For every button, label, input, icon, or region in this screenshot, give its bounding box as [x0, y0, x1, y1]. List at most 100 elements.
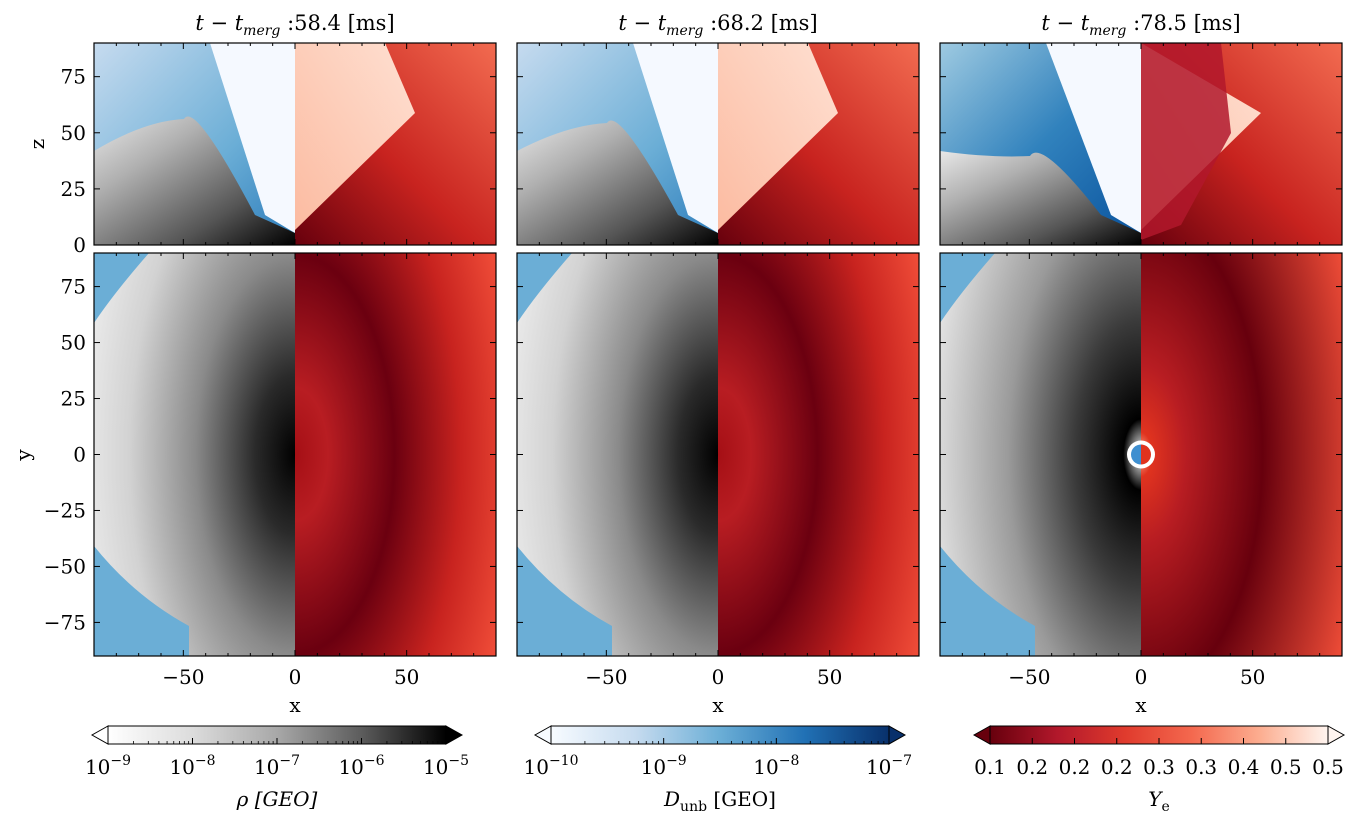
colorbar-extend-low: [533, 725, 552, 745]
colorbar-tick-label: 10−8: [169, 753, 215, 779]
tick-base: 10: [423, 755, 448, 779]
panel-title: t − tmerg :78.5 [ms]: [1041, 11, 1240, 39]
colorbar-body: [550, 725, 890, 745]
colorbar-label: ρ [GEO]: [236, 787, 318, 811]
x-axis-label: x: [712, 693, 724, 717]
colorbar-layer: 10−9 10−8 10−7 10−6 10−5ρ [GEO]10−10 10−9 10−8…: [85, 725, 1346, 815]
panel-column-3: [939, 42, 1343, 657]
remnant-unbound: [1131, 444, 1141, 465]
tick-base: 10: [85, 755, 110, 779]
colorbar-label: Dunb [GEO]: [663, 787, 776, 815]
x-axis-label: x: [289, 693, 301, 717]
ye-turbulent-xz: [1141, 43, 1231, 240]
tick-exp: −5: [448, 753, 469, 769]
title-rest: :58.4 [ms]: [280, 11, 394, 35]
unbound-corner-top: [940, 253, 995, 323]
xy-panel-1: [93, 252, 497, 657]
tick-base: 10: [169, 755, 194, 779]
tick-base: 10: [338, 755, 363, 779]
remnant-ye: [1141, 444, 1151, 465]
z-tick-label: 25: [61, 177, 86, 201]
xy-panel-2: [516, 252, 920, 657]
colorbar-extend-low: [90, 725, 109, 745]
tick-exp: −7: [891, 753, 912, 769]
y-tick-label: 25: [61, 387, 86, 411]
tick-base: 10: [866, 755, 891, 779]
colorbar-tick-label: 0.3: [1185, 755, 1217, 779]
ye-xy: [295, 253, 496, 656]
title-sub: merg: [1089, 23, 1126, 39]
label-main: Y: [1148, 787, 1163, 811]
title-main: t − t: [618, 11, 666, 35]
tick-exp: −8: [779, 753, 800, 769]
tick-base: 10: [524, 755, 549, 779]
y-tick-label: 75: [61, 275, 86, 299]
tick-exp: −10: [549, 753, 579, 769]
z-tick-label: 50: [61, 121, 86, 145]
colorbar-1: 10−9 10−8 10−7 10−6 10−5ρ [GEO]: [85, 725, 469, 811]
panel-column-1: [93, 42, 497, 657]
title-rest: :78.5 [ms]: [1126, 11, 1240, 35]
x-tick-label: 0: [289, 665, 302, 689]
xz-panel-2: [516, 42, 920, 246]
colorbar-tick-label: 10−5: [423, 753, 469, 779]
colorbar-tick-label: 0.2: [1101, 755, 1133, 779]
tick-exp: −7: [279, 753, 300, 769]
unbound-corner-bottom: [517, 546, 612, 656]
colorbar-extend-high: [888, 725, 907, 745]
x-tick-label: −50: [585, 665, 627, 689]
tick-exp: −9: [110, 753, 131, 769]
colorbar-tick-label: 0.2: [1059, 755, 1091, 779]
title-rest: :68.2 [ms]: [703, 11, 817, 35]
panel-title: t − tmerg :58.4 [ms]: [195, 11, 394, 39]
x-tick-label: −50: [1008, 665, 1050, 689]
y-tick-label: −75: [44, 610, 86, 634]
title-sub: merg: [243, 23, 280, 39]
ye-funnel-xz: [295, 43, 415, 230]
tick-base: 10: [254, 755, 279, 779]
polar-funnel-xz: [633, 43, 718, 233]
x-tick-label: 0: [712, 665, 725, 689]
z-axis-label: z: [25, 139, 49, 150]
colorbar-tick-label: 0.5: [1312, 755, 1344, 779]
unbound-corner-top: [517, 253, 572, 323]
label-rest: [GEO]: [707, 787, 776, 811]
xz-panel-1: [93, 42, 497, 246]
polar-funnel-xz: [210, 43, 295, 233]
unbound-corner-bottom: [94, 546, 189, 656]
colorbar-extend-high: [445, 725, 464, 745]
panels-layer: [93, 42, 1343, 657]
ye-xy: [1141, 253, 1342, 656]
colorbar-tick-label: 0.5: [1270, 755, 1302, 779]
colorbar-tick-label: 0.1: [974, 755, 1006, 779]
colorbar-extend-high: [1327, 725, 1346, 745]
colorbar-tick-label: 0.3: [1143, 755, 1175, 779]
title-main: t − t: [195, 11, 243, 35]
label-main: ρ [GEO]: [236, 787, 318, 811]
tick-base: 10: [753, 755, 778, 779]
y-tick-label: 0: [73, 443, 86, 467]
xy-panel-3: [939, 252, 1343, 657]
density-torus-xz: [940, 151, 1141, 245]
colorbar-tick-label: 10−10: [524, 753, 579, 779]
ticks: [940, 43, 1342, 656]
panel-title: t − tmerg :68.2 [ms]: [618, 11, 817, 39]
ticks: [517, 43, 919, 656]
x-tick-label: 50: [1240, 665, 1265, 689]
xz-panel-3: [939, 42, 1343, 246]
colorbar-tick-label: 10−7: [866, 753, 912, 779]
x-axis-label: x: [1135, 693, 1147, 717]
x-tick-label: 0: [1135, 665, 1148, 689]
title-sub: merg: [666, 23, 703, 39]
y-tick-label: −50: [44, 554, 86, 578]
label-main: D: [663, 787, 680, 811]
y-tick-label: −25: [44, 498, 86, 522]
density-torus-xz: [517, 120, 718, 245]
colorbar-tick-label: 0.4: [1228, 755, 1260, 779]
colorbar-tick-label: 10−9: [641, 753, 687, 779]
tick-exp: −8: [195, 753, 216, 769]
title-main: t − t: [1041, 11, 1089, 35]
